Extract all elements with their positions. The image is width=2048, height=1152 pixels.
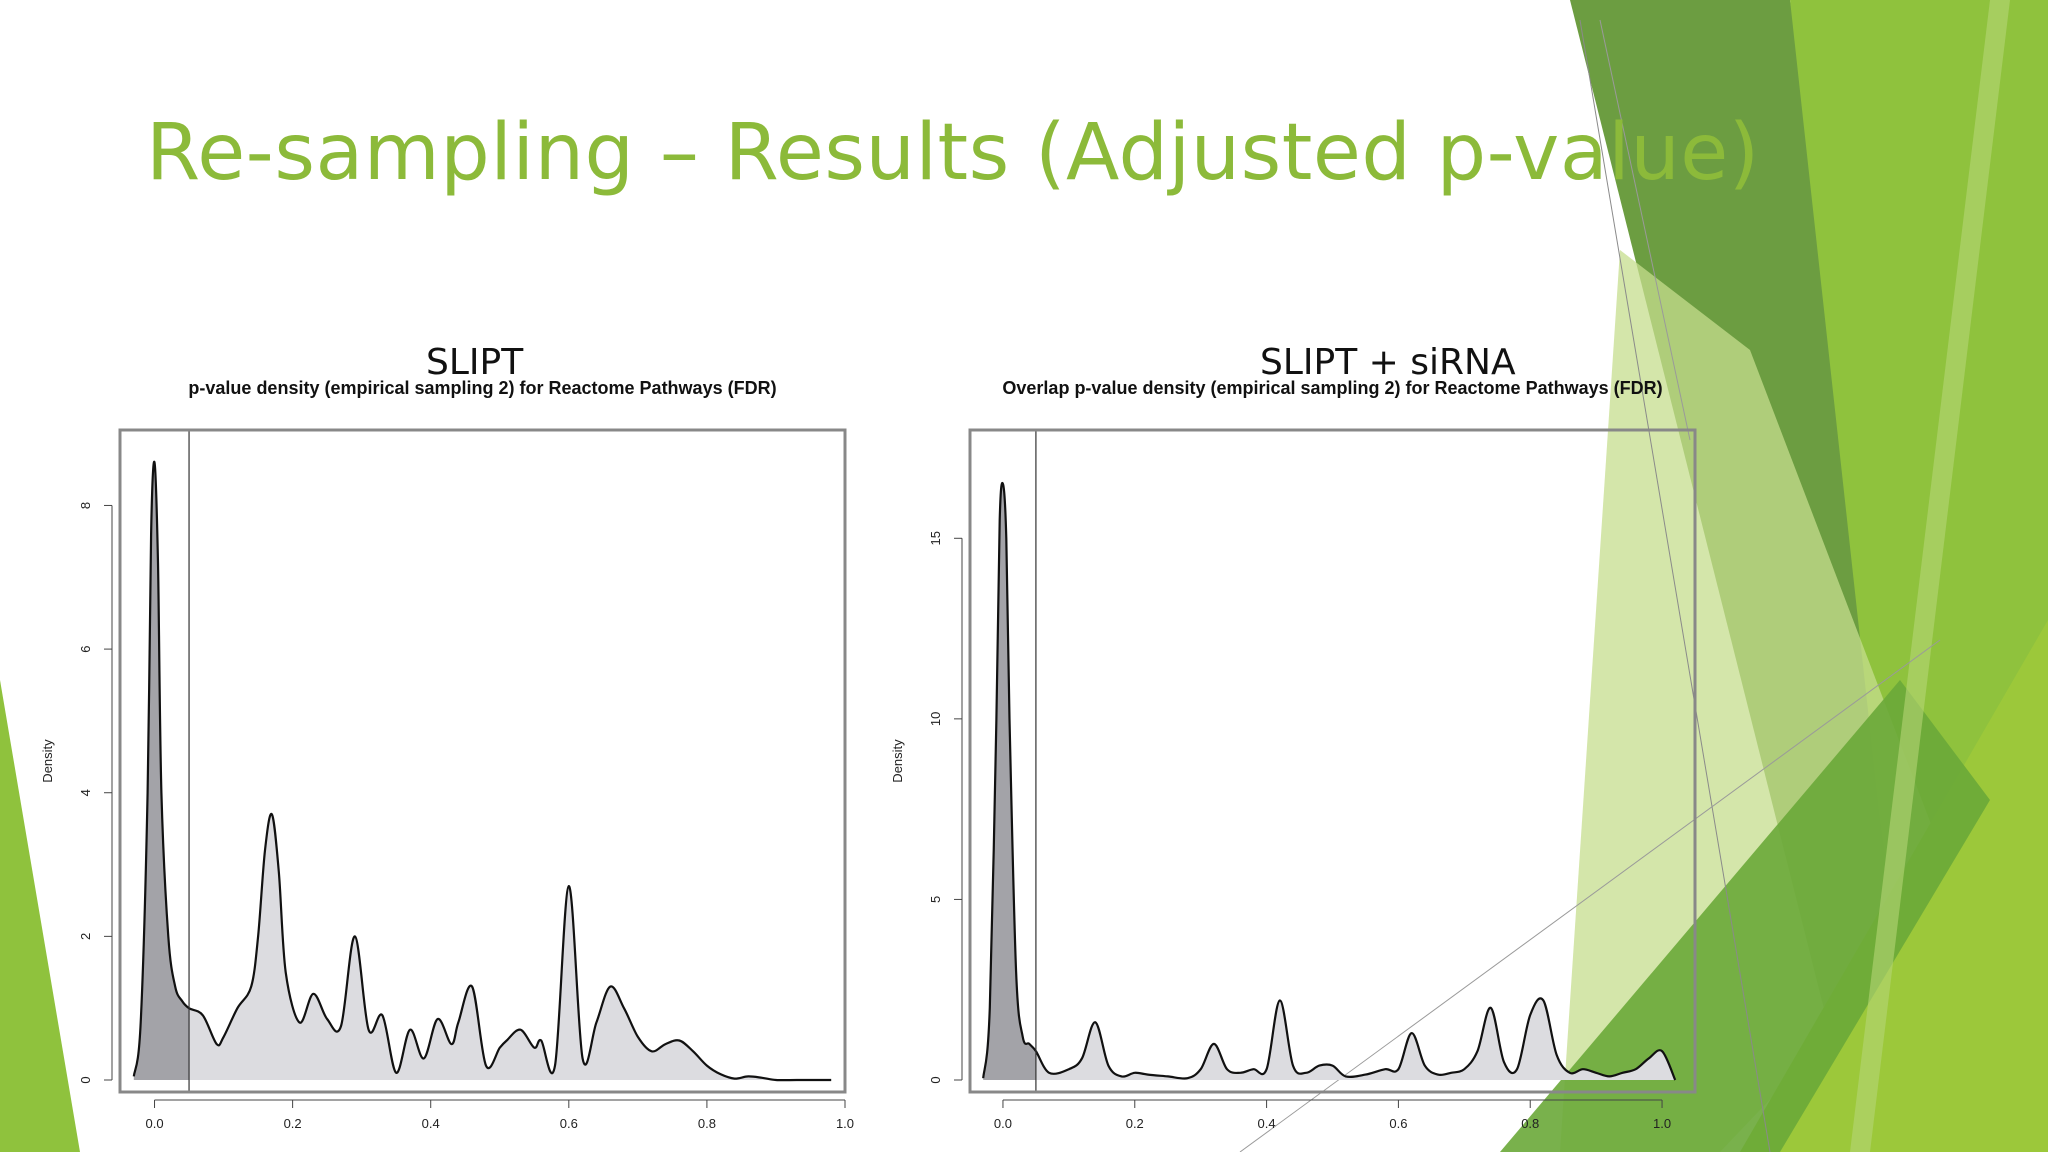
plot-frame <box>968 428 1697 1094</box>
x-tick-label: 0.4 <box>1258 1116 1276 1131</box>
y-tick-label: 5 <box>928 896 943 903</box>
x-tick-label: 0.8 <box>1521 1116 1539 1131</box>
deco-thin-line-1 <box>1579 19 1771 1152</box>
x-tick-label: 0.6 <box>560 1116 578 1131</box>
y-tick-label: 2 <box>78 933 93 940</box>
x-tick-label: 0.2 <box>284 1116 302 1131</box>
density-area-nonsignificant <box>1035 998 1676 1080</box>
x-tick-label: 1.0 <box>836 1116 854 1131</box>
density-area-significant <box>983 482 1036 1080</box>
deco-mid-green-triangle <box>1500 680 1990 1152</box>
density-curve <box>132 460 832 1082</box>
x-tick-label: 0.6 <box>1389 1116 1407 1131</box>
deco-left-green-sliver <box>0 680 80 1152</box>
deco-thin-line-3 <box>1599 19 1691 441</box>
x-tick-label: 1.0 <box>1653 1116 1671 1131</box>
y-axis-label: Density <box>40 739 55 783</box>
y-axis-label: Density <box>890 739 905 783</box>
density-area-significant <box>133 461 190 1080</box>
deco-pale-stripe <box>1850 0 2010 1152</box>
deco-thin-line-2 <box>1239 639 1941 1152</box>
x-tick-label: 0.4 <box>422 1116 440 1131</box>
panel-label-slipt: SLIPT <box>426 342 524 383</box>
x-tick-label: 0.0 <box>145 1116 163 1131</box>
plot-title: p-value density (empirical sampling 2) f… <box>188 378 776 398</box>
x-tick-label: 0.2 <box>1126 1116 1144 1131</box>
panel-label-slipt-sirna: SLIPT + siRNA <box>1260 342 1516 383</box>
density-area-nonsignificant <box>189 813 832 1081</box>
plot-title: Overlap p-value density (empirical sampl… <box>1002 378 1662 398</box>
y-tick-label: 0 <box>928 1076 943 1083</box>
y-tick-label: 0 <box>78 1076 93 1083</box>
y-tick-label: 15 <box>928 531 943 545</box>
density-plot-right: Overlap p-value density (empirical sampl… <box>890 378 1697 1131</box>
slide-title: Re-sampling – Results (Adjusted p-value) <box>146 108 1760 198</box>
x-tick-label: 0.8 <box>698 1116 716 1131</box>
x-tick-label: 0.0 <box>994 1116 1012 1131</box>
y-tick-label: 10 <box>928 712 943 726</box>
y-tick-label: 8 <box>78 502 93 509</box>
density-plot-left: p-value density (empirical sampling 2) f… <box>40 378 854 1131</box>
y-tick-label: 6 <box>78 645 93 652</box>
density-curve <box>982 481 1677 1081</box>
y-tick-label: 4 <box>78 789 93 796</box>
plot-frame <box>118 428 847 1094</box>
